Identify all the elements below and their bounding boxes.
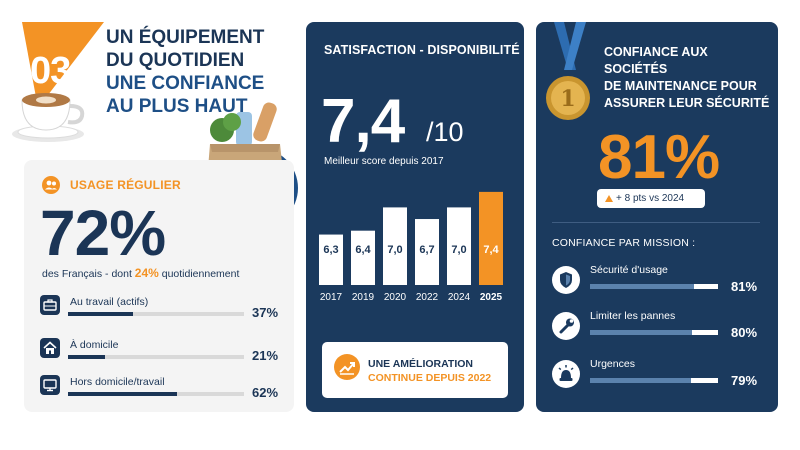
bar-2024 bbox=[447, 207, 471, 285]
usage-title: USAGE RÉGULIER bbox=[70, 178, 181, 192]
satisfaction-subtitle: Meilleur score depuis 2017 bbox=[324, 156, 444, 167]
mission-bar-fill bbox=[590, 378, 692, 383]
usage-card bbox=[24, 160, 294, 412]
mission-bar-fill bbox=[590, 284, 694, 289]
bar-value-label: 6,7 bbox=[419, 244, 434, 256]
satisfaction-title: SATISFACTION - DISPONIBILITÉ bbox=[324, 43, 520, 57]
mission-label: Limiter les pannes bbox=[590, 310, 676, 322]
usage-row-label: Hors domicile/travail bbox=[70, 376, 165, 388]
mission-title: CONFIANCE PAR MISSION : bbox=[552, 237, 696, 249]
usage-row-label: Au travail (actifs) bbox=[70, 296, 149, 308]
mission-bar-track bbox=[590, 378, 718, 383]
mission-value: 79% bbox=[731, 373, 758, 388]
x-tick-label: 2019 bbox=[352, 292, 375, 303]
bar-value-label: 6,4 bbox=[355, 244, 371, 256]
gold-medal-icon: 1 bbox=[546, 22, 590, 120]
usage-row-bar-fill bbox=[68, 392, 178, 396]
mission-bar-fill bbox=[590, 330, 693, 335]
mission-bar-track bbox=[590, 330, 718, 335]
trend-up-icon bbox=[334, 354, 360, 380]
bar-2025 bbox=[479, 191, 503, 285]
usage-big-value: 72% bbox=[40, 197, 166, 269]
bar-2022 bbox=[415, 219, 439, 285]
usage-row-bar-track bbox=[68, 392, 244, 396]
satisfaction-scale: /10 bbox=[426, 117, 464, 147]
mission-value: 81% bbox=[731, 279, 758, 294]
mission-label: Urgences bbox=[590, 358, 635, 370]
x-tick-label: 2025 bbox=[480, 292, 503, 303]
x-tick-label: 2022 bbox=[416, 292, 439, 303]
usage-row-bar-track bbox=[68, 355, 244, 359]
delta-text: + 8 pts vs 2024 bbox=[616, 193, 685, 204]
bar-2019 bbox=[351, 230, 375, 285]
usage-row-value: 62% bbox=[252, 385, 279, 400]
x-tick-label: 2024 bbox=[448, 292, 471, 303]
bar-value-label: 7,0 bbox=[451, 244, 466, 256]
medal-number: 1 bbox=[560, 86, 575, 112]
page-title: UN ÉQUIPEMENT DU QUOTIDIEN UNE CONFIANCE… bbox=[106, 27, 265, 117]
bar-value-label: 6,3 bbox=[323, 244, 338, 256]
siren-icon bbox=[552, 360, 580, 388]
shield-icon bbox=[552, 266, 580, 294]
usage-row-value: 37% bbox=[252, 305, 279, 320]
bar-value-label: 7,4 bbox=[483, 244, 499, 256]
mission-value: 80% bbox=[731, 325, 758, 340]
satisfaction-bar-chart: 6,3 2017 6,4 2019 7,0 2020 6,7 2022 7,0 2024 7,4 20… bbox=[319, 191, 503, 303]
improvement-text: UNE AMÉLIORATION CONTINUE DEPUIS 2022 bbox=[368, 358, 492, 384]
monitor-icon bbox=[40, 375, 60, 395]
wrench-icon bbox=[552, 312, 580, 340]
divider bbox=[552, 222, 760, 223]
users-icon bbox=[42, 176, 60, 194]
satisfaction-big-value: 7,4 bbox=[321, 87, 405, 156]
x-tick-label: 2017 bbox=[320, 292, 343, 303]
delta-badge bbox=[597, 189, 705, 208]
bar-2020 bbox=[383, 207, 407, 285]
confidence-title: CONFIANCE AUX SOCIÉTÉS DE MAINTENANCE PO… bbox=[604, 45, 770, 110]
briefcase-icon bbox=[40, 295, 60, 315]
coffee-cup-illustration bbox=[12, 93, 85, 142]
mission-label: Sécurité d'usage bbox=[590, 264, 668, 276]
house-icon bbox=[40, 338, 60, 358]
usage-row-bar-fill bbox=[68, 355, 105, 359]
mission-bar-track bbox=[590, 284, 718, 289]
section-number: 03 bbox=[30, 50, 71, 92]
confidence-big-value: 81% bbox=[598, 123, 720, 192]
bar-2017 bbox=[319, 234, 343, 285]
usage-row-bar-fill bbox=[68, 312, 134, 316]
usage-row-value: 21% bbox=[252, 348, 279, 363]
usage-row-label: À domicile bbox=[70, 339, 119, 351]
section-number-badge bbox=[22, 22, 104, 108]
usage-subtitle: des Français - dont 24% quotidiennement bbox=[42, 266, 240, 280]
x-tick-label: 2020 bbox=[384, 292, 407, 303]
bar-value-label: 7,0 bbox=[387, 244, 402, 256]
usage-row-bar-track bbox=[68, 312, 244, 316]
arrow-up-icon bbox=[605, 195, 613, 202]
